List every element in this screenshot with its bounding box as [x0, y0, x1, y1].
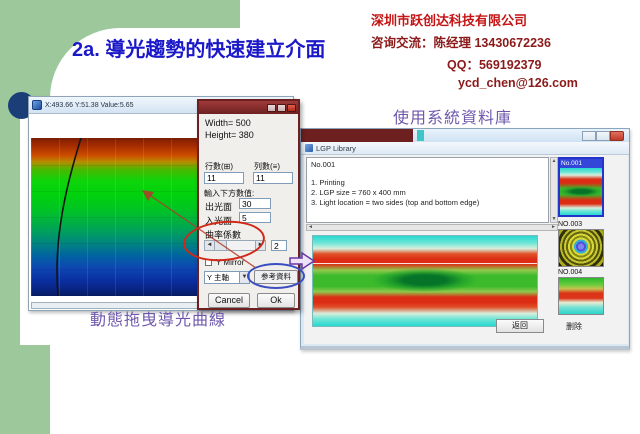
minimize-icon[interactable]: [267, 103, 276, 112]
height-readout: Height= 380: [205, 130, 254, 140]
dialog-titlebar[interactable]: [199, 101, 298, 114]
window-controls: [582, 131, 624, 141]
app-icon: [32, 100, 42, 110]
vertical-scrollbar[interactable]: ▲ ▼: [550, 157, 558, 223]
thumbnail-image: [560, 168, 602, 215]
ok-button[interactable]: Ok: [257, 293, 295, 308]
company-qq: QQ：569192379: [447, 58, 542, 72]
app-icon: [305, 144, 313, 152]
luminance-preview[interactable]: [312, 235, 538, 327]
close-icon[interactable]: [610, 131, 624, 141]
maximize-icon[interactable]: [277, 103, 286, 112]
curvature-value-input[interactable]: [271, 240, 287, 251]
minimize-icon[interactable]: [582, 131, 596, 141]
cyan-marker: [417, 130, 424, 141]
thumbnail-label: No.001: [560, 159, 602, 168]
record-number: No.001: [311, 160, 336, 169]
thumbnail-no001-selected[interactable]: No.001: [558, 157, 604, 217]
lgp-library-window: LGP Library No.001 1. Printing 2. LGP si…: [300, 128, 630, 350]
caption-drag-curve: 動態拖曳導光曲線: [90, 312, 227, 329]
rows-label: 行數(⊞): [205, 162, 234, 171]
caption-use-database: 使用系統資料庫: [393, 110, 513, 127]
exit-face-label: 出光面: [205, 202, 233, 212]
green-bottom-block: [0, 345, 50, 434]
scroll-left-icon[interactable]: ◄: [308, 224, 313, 230]
thumbnail-label: NO.003: [558, 221, 583, 228]
cols-label: 列數(≡): [254, 162, 280, 171]
library-content: No.001 1. Printing 2. LGP size = 760 x 4…: [304, 155, 628, 344]
page-title: 2a. 導光趨勢的快速建立介面: [72, 39, 326, 61]
maximize-icon[interactable]: [596, 131, 610, 141]
axis-dropdown[interactable]: Y 主軸 ▼: [204, 271, 250, 284]
scroll-up-icon[interactable]: ▲: [551, 158, 557, 164]
spacer: [311, 170, 544, 178]
thumbnail-label: NO.004: [558, 269, 583, 276]
blue-highlight-ellipse: [247, 263, 305, 289]
library-titlebar[interactable]: LGP Library: [301, 142, 629, 155]
rows-input[interactable]: [204, 172, 244, 184]
record-info-panel[interactable]: No.001 1. Printing 2. LGP size = 760 x 4…: [306, 157, 549, 223]
background-window-strip: [301, 129, 413, 142]
company-contact: 咨询交流：陈经理 13430672236: [371, 36, 551, 50]
horizontal-scrollbar[interactable]: ◄ ►: [306, 224, 558, 231]
width-readout: Width= 500: [205, 118, 251, 128]
record-line-size: 2. LGP size = 760 x 400 mm: [311, 188, 406, 197]
thumbnail-no004[interactable]: [558, 277, 604, 315]
library-title: LGP Library: [316, 143, 356, 153]
gradient-editor-title: X:493.66 Y:51.38 Value:5.65: [45, 101, 134, 109]
titlebar-strip: [413, 129, 629, 142]
scroll-down-icon[interactable]: ▼: [551, 216, 557, 222]
chevron-down-icon[interactable]: ▼: [239, 272, 249, 283]
record-line-printing: 1. Printing: [311, 178, 345, 187]
record-line-light-location: 3. Light location = two sides (top and b…: [311, 198, 480, 207]
thumbnail-no003[interactable]: [558, 229, 604, 267]
cancel-button[interactable]: Cancel: [208, 293, 250, 308]
company-name: 深圳市跃创达科技有限公司: [371, 13, 528, 28]
parameter-dialog: Width= 500 Height= 380 行數(⊞) 列數(≡) 輸入下方數…: [181, 99, 305, 310]
cols-input[interactable]: [253, 172, 293, 184]
exit-face-input[interactable]: [239, 198, 271, 209]
close-icon[interactable]: [287, 103, 296, 112]
axis-dropdown-value: Y 主軸: [207, 273, 229, 282]
scroll-right-icon[interactable]: ►: [551, 224, 556, 230]
delete-button[interactable]: 删除: [566, 322, 582, 331]
company-email: ycd_chen@126.com: [458, 76, 578, 90]
back-button[interactable]: 返回: [496, 319, 544, 333]
light-guide-curve[interactable]: [31, 138, 255, 296]
